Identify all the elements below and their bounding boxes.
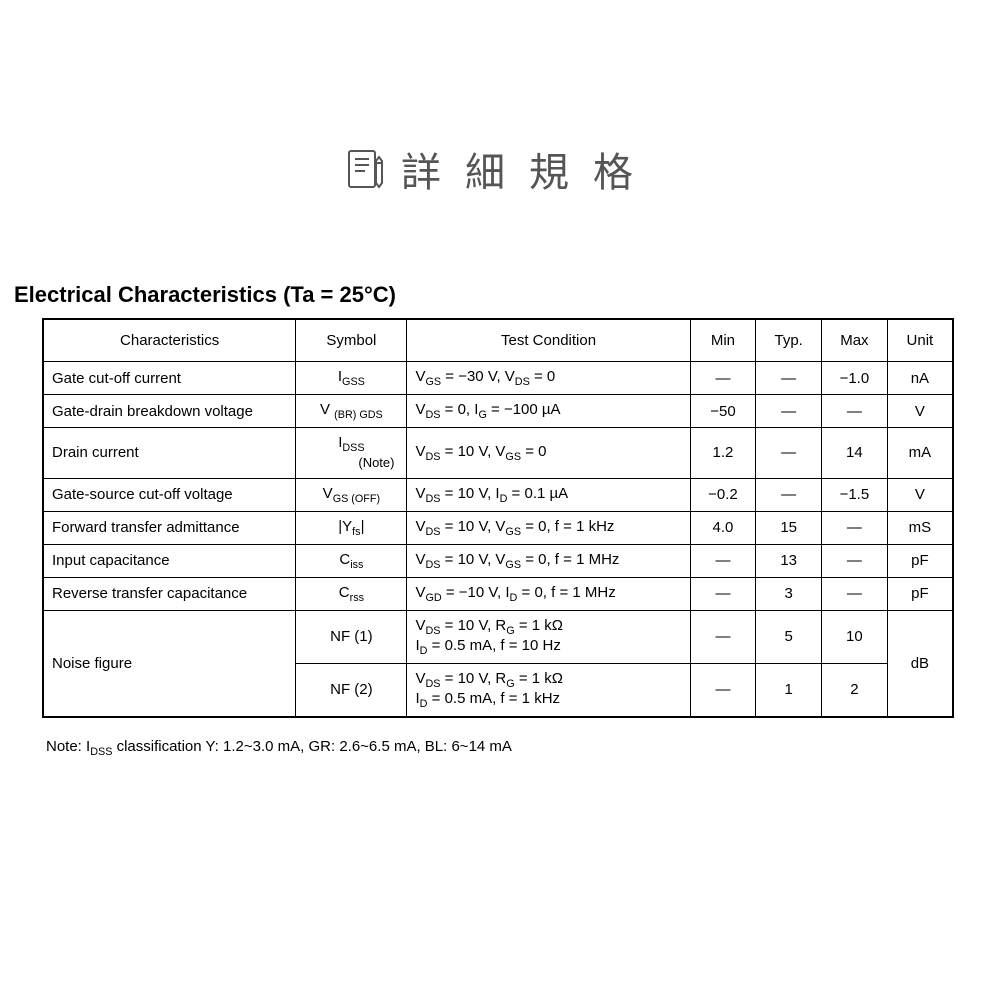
spec-table-body: Gate cut-off currentIGSSVGS = −30 V, VDS… xyxy=(43,362,953,717)
cell-symbol: Ciss xyxy=(296,544,407,577)
cell-symbol: NF (2) xyxy=(296,663,407,717)
cell-condition: VGD = −10 V, ID = 0, f = 1 MHz xyxy=(407,577,690,610)
cell-min: −50 xyxy=(690,395,756,428)
col-header-cond: Test Condition xyxy=(407,319,690,362)
cell-condition: VGS = −30 V, VDS = 0 xyxy=(407,362,690,395)
cell-typ: ― xyxy=(756,478,822,511)
cell-max: 14 xyxy=(822,428,888,479)
document-pen-icon xyxy=(343,145,391,193)
col-header-unit: Unit xyxy=(887,319,953,362)
spec-table-wrap: CharacteristicsSymbolTest ConditionMinTy… xyxy=(42,318,954,718)
col-header-sym: Symbol xyxy=(296,319,407,362)
cell-unit: mA xyxy=(887,428,953,479)
cell-unit: pF xyxy=(887,544,953,577)
cell-characteristic: Drain current xyxy=(43,428,296,479)
cell-characteristic: Noise figure xyxy=(43,610,296,717)
table-row: Noise figureNF (1)VDS = 10 V, RG = 1 kΩI… xyxy=(43,610,953,663)
table-row: Reverse transfer capacitanceCrssVGD = −1… xyxy=(43,577,953,610)
table-row: Gate-drain breakdown voltageV (BR) GDSVD… xyxy=(43,395,953,428)
cell-characteristic: Input capacitance xyxy=(43,544,296,577)
cell-symbol: IGSS xyxy=(296,362,407,395)
cell-min: −0.2 xyxy=(690,478,756,511)
cell-condition: VDS = 0, IG = −100 µA xyxy=(407,395,690,428)
header-inner: 詳細規格 xyxy=(343,140,657,198)
cell-characteristic: Gate-source cut-off voltage xyxy=(43,478,296,511)
cell-max: −1.0 xyxy=(822,362,888,395)
cell-typ: ― xyxy=(756,428,822,479)
table-row: Gate cut-off currentIGSSVGS = −30 V, VDS… xyxy=(43,362,953,395)
cell-typ: 15 xyxy=(756,511,822,544)
cell-condition: VDS = 10 V, VGS = 0 xyxy=(407,428,690,479)
cell-unit: V xyxy=(887,395,953,428)
cell-symbol: Crss xyxy=(296,577,407,610)
col-header-typ: Typ. xyxy=(756,319,822,362)
cell-unit: dB xyxy=(887,610,953,717)
col-header-min: Min xyxy=(690,319,756,362)
footnote-prefix: Note: xyxy=(46,738,86,755)
cell-symbol: VGS (OFF) xyxy=(296,478,407,511)
cell-condition: VDS = 10 V, VGS = 0, f = 1 kHz xyxy=(407,511,690,544)
cell-symbol: V (BR) GDS xyxy=(296,395,407,428)
section-title-main: Electrical Characteristics xyxy=(14,282,277,307)
cell-max: −1.5 xyxy=(822,478,888,511)
cell-condition: VDS = 10 V, VGS = 0, f = 1 MHz xyxy=(407,544,690,577)
cell-unit: pF xyxy=(887,577,953,610)
cell-characteristic: Reverse transfer capacitance xyxy=(43,577,296,610)
footnote-text: classification Y: 1.2~3.0 mA, GR: 2.6~6.… xyxy=(112,738,512,755)
table-row: Drain currentIDSS(Note)VDS = 10 V, VGS =… xyxy=(43,428,953,479)
cell-symbol: NF (1) xyxy=(296,610,407,663)
cell-max: 10 xyxy=(822,610,888,663)
cell-characteristic: Gate-drain breakdown voltage xyxy=(43,395,296,428)
cell-min: 4.0 xyxy=(690,511,756,544)
cell-min: ― xyxy=(690,544,756,577)
page-header: 詳細規格 xyxy=(0,140,1000,198)
section-title: Electrical Characteristics (Ta = 25°C) xyxy=(14,282,396,308)
cell-symbol: |Yfs| xyxy=(296,511,407,544)
cell-min: ― xyxy=(690,362,756,395)
spec-table-head: CharacteristicsSymbolTest ConditionMinTy… xyxy=(43,319,953,362)
cell-typ: 13 xyxy=(756,544,822,577)
cell-max: 2 xyxy=(822,663,888,717)
cell-unit: nA xyxy=(887,362,953,395)
cell-unit: V xyxy=(887,478,953,511)
cell-max: ― xyxy=(822,395,888,428)
col-header-char: Characteristics xyxy=(43,319,296,362)
cell-min: ― xyxy=(690,610,756,663)
footnote: Note: IDSS classification Y: 1.2~3.0 mA,… xyxy=(46,738,512,758)
cell-typ: 3 xyxy=(756,577,822,610)
header-title: 詳細規格 xyxy=(401,140,657,198)
table-row: Forward transfer admittance|Yfs|VDS = 10… xyxy=(43,511,953,544)
cell-characteristic: Gate cut-off current xyxy=(43,362,296,395)
table-row: Gate-source cut-off voltageVGS (OFF)VDS … xyxy=(43,478,953,511)
cell-characteristic: Forward transfer admittance xyxy=(43,511,296,544)
page: 詳細規格 Electrical Characteristics (Ta = 25… xyxy=(0,0,1000,1000)
cell-unit: mS xyxy=(887,511,953,544)
col-header-max: Max xyxy=(822,319,888,362)
cell-min: ― xyxy=(690,663,756,717)
cell-typ: ― xyxy=(756,362,822,395)
cell-condition: VDS = 10 V, RG = 1 kΩID = 0.5 mA, f = 1 … xyxy=(407,663,690,717)
cell-condition: VDS = 10 V, RG = 1 kΩID = 0.5 mA, f = 10… xyxy=(407,610,690,663)
cell-max: ― xyxy=(822,577,888,610)
cell-max: ― xyxy=(822,544,888,577)
cell-typ: 5 xyxy=(756,610,822,663)
cell-min: ― xyxy=(690,577,756,610)
cell-typ: 1 xyxy=(756,663,822,717)
cell-max: ― xyxy=(822,511,888,544)
table-header-row: CharacteristicsSymbolTest ConditionMinTy… xyxy=(43,319,953,362)
footnote-symbol: IDSS xyxy=(86,738,112,755)
cell-symbol: IDSS(Note) xyxy=(296,428,407,479)
table-row: Input capacitanceCissVDS = 10 V, VGS = 0… xyxy=(43,544,953,577)
cell-typ: ― xyxy=(756,395,822,428)
cell-condition: VDS = 10 V, ID = 0.1 µA xyxy=(407,478,690,511)
spec-table: CharacteristicsSymbolTest ConditionMinTy… xyxy=(42,318,954,718)
cell-min: 1.2 xyxy=(690,428,756,479)
section-title-sub: (Ta = 25°C) xyxy=(283,282,396,307)
